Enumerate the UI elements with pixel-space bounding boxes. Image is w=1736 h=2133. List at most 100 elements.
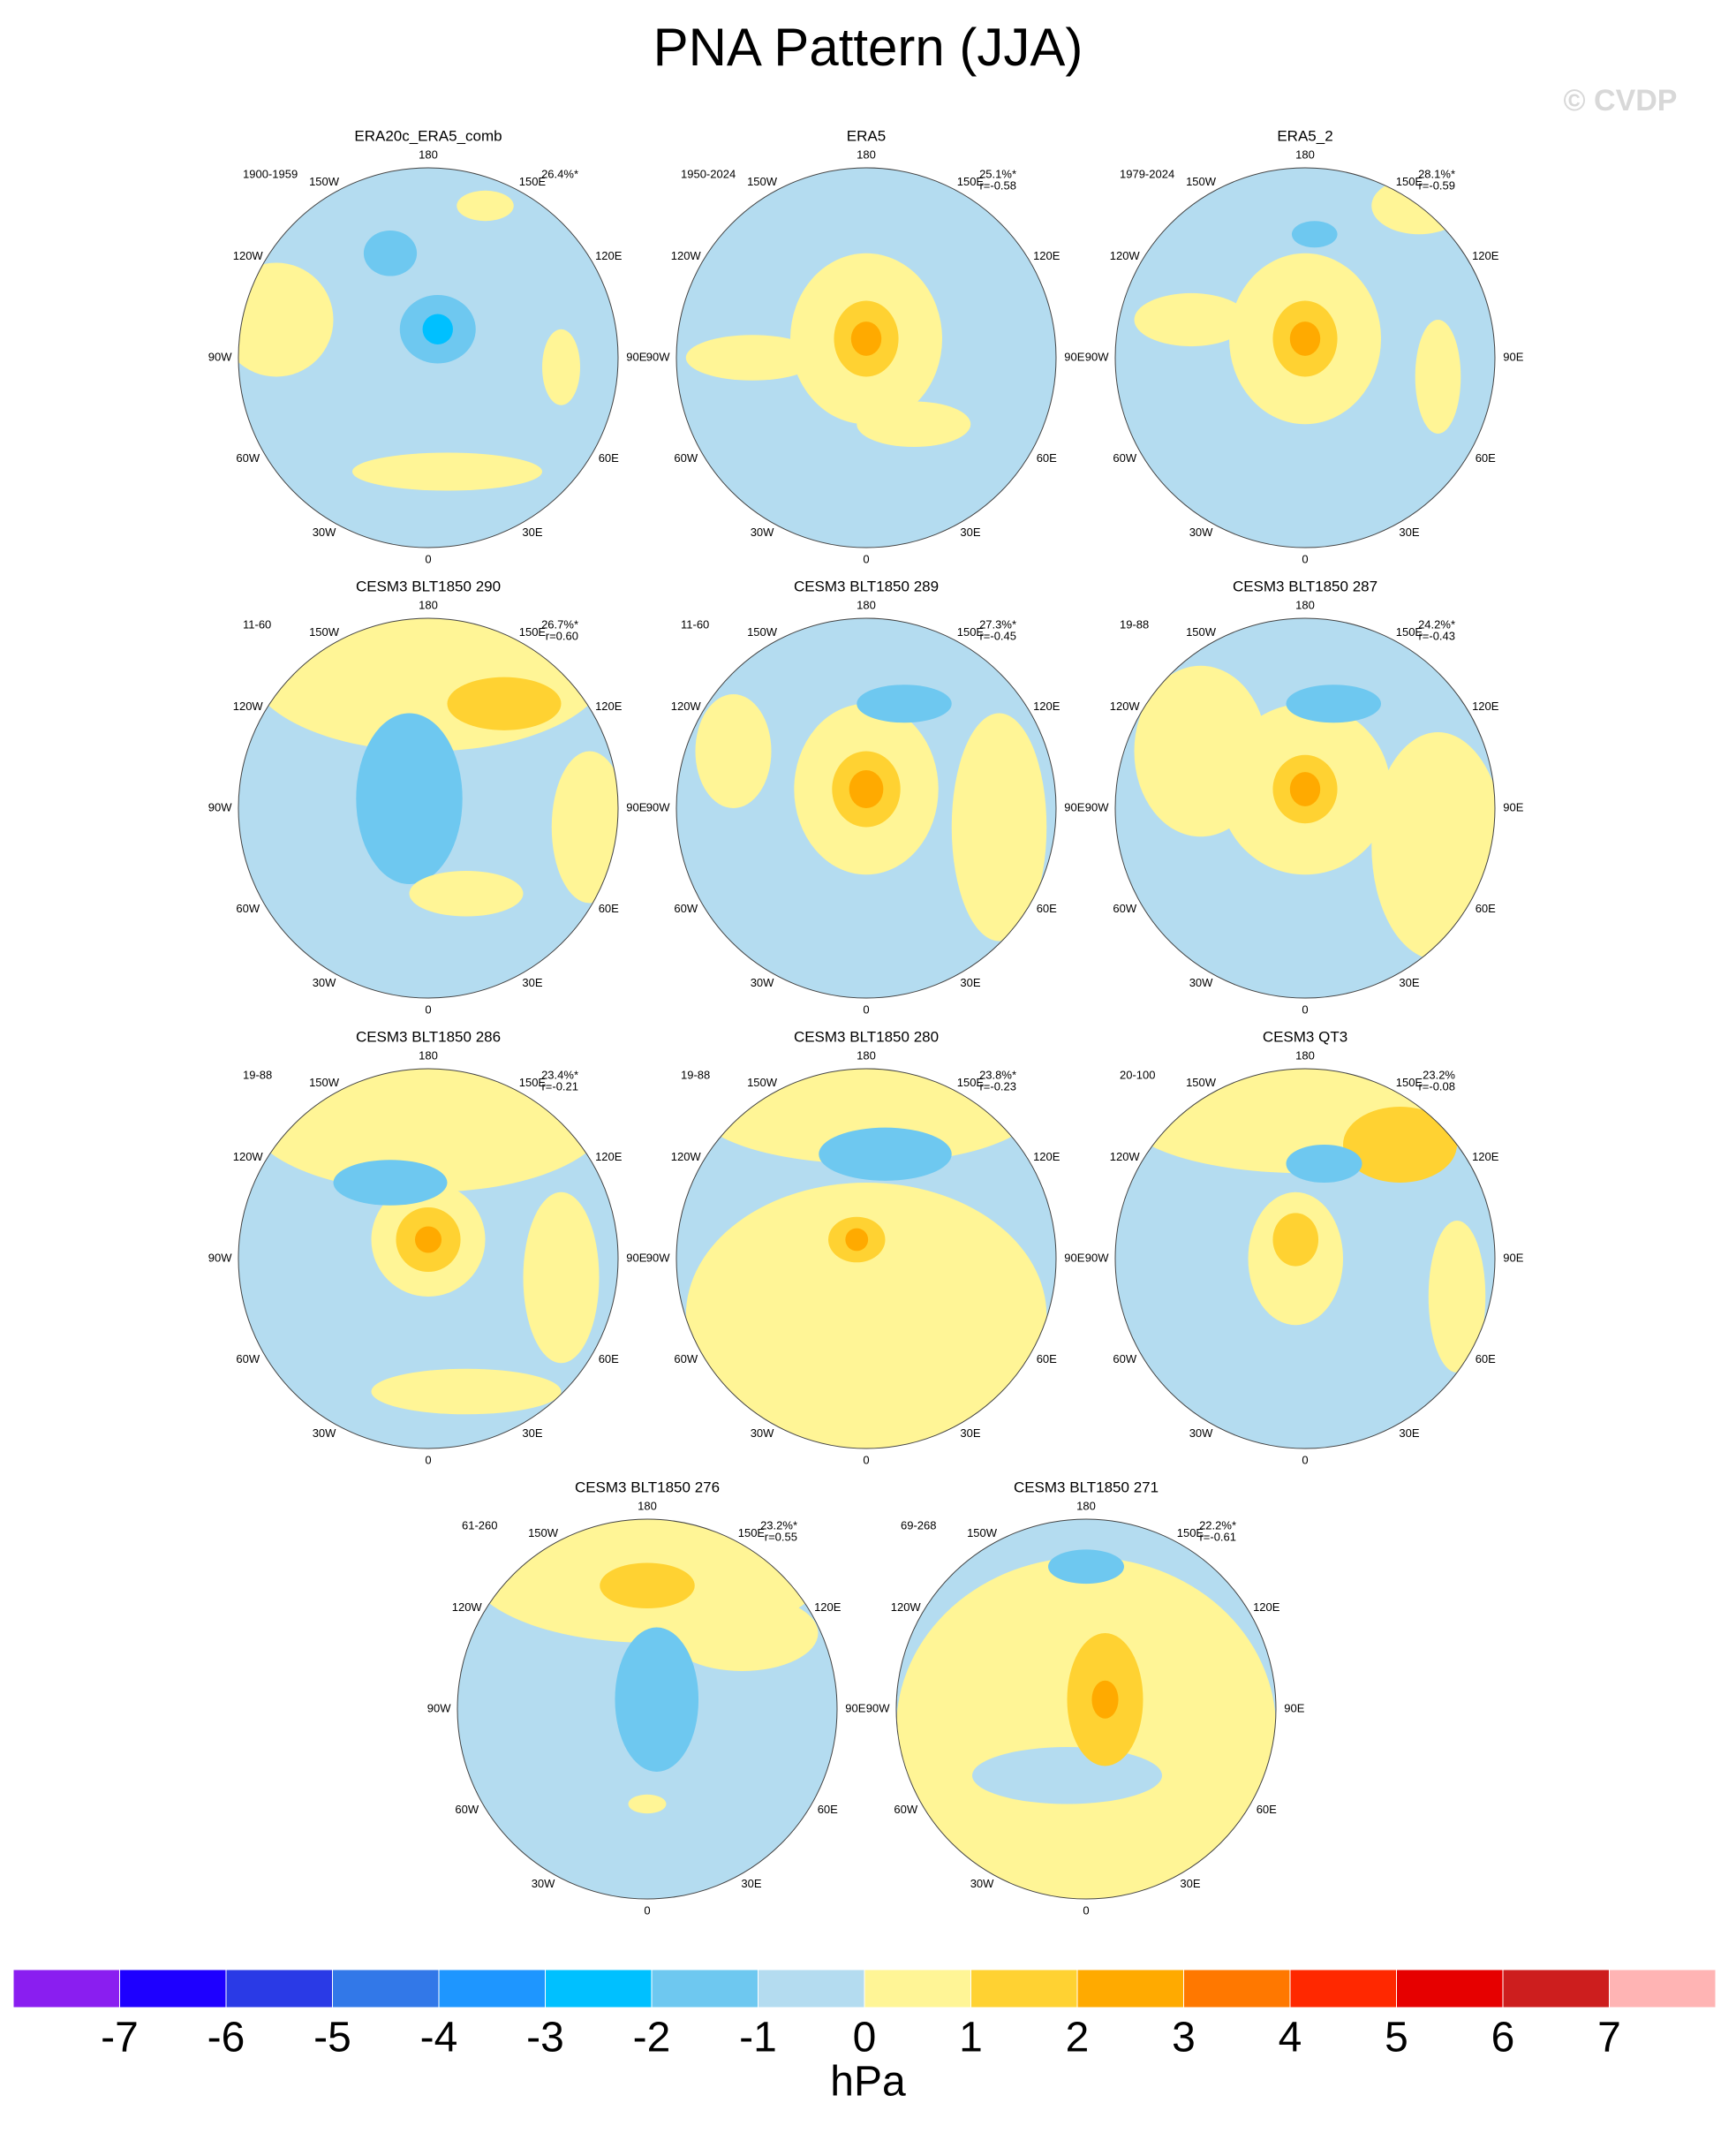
panel-period: 61-260 [462, 1518, 497, 1532]
longitude-label: 120W [233, 700, 264, 713]
longitude-label: 120E [1472, 249, 1499, 262]
panel-variance: 23.2% [1423, 1068, 1455, 1081]
longitude-label: 30W [751, 976, 774, 989]
contour-region [615, 1627, 699, 1772]
longitude-label: 60E [1037, 902, 1057, 915]
longitude-label: 0 [425, 552, 431, 565]
longitude-label: 150E [519, 625, 547, 639]
panel-variance: 24.2%* [1418, 617, 1455, 631]
longitude-label: 0 [1083, 1903, 1089, 1917]
colorbar-tick-label: 5 [1385, 2015, 1408, 2061]
longitude-label: 120W [891, 1600, 922, 1614]
longitude-label: 120W [233, 249, 264, 262]
contour-region [1048, 1549, 1124, 1585]
longitude-label: 150W [1186, 175, 1217, 188]
map-pattern [685, 1069, 1047, 1448]
longitude-label: 90E [845, 1701, 865, 1714]
panel-variance: 26.4%* [541, 167, 578, 180]
colorbar-tick-label: 2 [1066, 2015, 1090, 2061]
longitude-label: 30W [751, 1426, 774, 1440]
colorbar-tick-label: -6 [208, 2015, 245, 2061]
colorbar-box [651, 1969, 759, 2008]
longitude-label: 120E [1253, 1600, 1280, 1614]
colorbar-box [758, 1969, 865, 2008]
longitude-label: 30E [1180, 1877, 1200, 1890]
map-outline [895, 1518, 1277, 1900]
longitude-label: 60E [1476, 902, 1496, 915]
longitude-label: 0 [425, 1002, 431, 1016]
colorbar-box [438, 1969, 546, 2008]
longitude-label: 120E [1472, 700, 1499, 713]
contour-region [819, 1127, 952, 1181]
longitude-label: 60W [236, 1352, 260, 1365]
longitude-label: 150W [747, 1076, 778, 1089]
colorbar-tick-label: -3 [526, 2015, 564, 2061]
contour-region [849, 770, 884, 808]
longitude-label: 90E [1064, 800, 1084, 813]
longitude-label: 30E [522, 976, 542, 989]
longitude-label: 30W [532, 1877, 555, 1890]
longitude-label: 60W [674, 1352, 698, 1365]
longitude-label: 60W [1113, 1352, 1136, 1365]
longitude-label: 60E [1257, 1803, 1277, 1816]
colorbar-box [119, 1969, 227, 2008]
longitude-label: 150W [747, 175, 778, 188]
colorbar-tick-label: -1 [739, 2015, 777, 2061]
longitude-label: 120E [1033, 700, 1060, 713]
colorbar-tick-label: 1 [959, 2015, 983, 2061]
contour-region [238, 262, 334, 377]
contour-region [666, 1595, 819, 1671]
longitude-label: 150W [528, 1526, 559, 1539]
longitude-label: 90W [427, 1701, 451, 1714]
longitude-label: 120W [671, 249, 702, 262]
longitude-label: 30W [1189, 526, 1213, 539]
longitude-label: 150E [1396, 1076, 1423, 1089]
panel-variance: 23.8%* [979, 1068, 1016, 1081]
contour-region [951, 713, 1047, 942]
longitude-label: 150W [967, 1526, 998, 1539]
contour-region [409, 870, 524, 917]
colorbar-box [1076, 1969, 1184, 2008]
contour-region [1286, 685, 1381, 723]
contour-region [1091, 1680, 1119, 1719]
panel-period: 19-88 [1120, 617, 1149, 631]
longitude-label: 30E [522, 1426, 542, 1440]
contour-region [447, 677, 562, 730]
longitude-label: 60E [599, 902, 619, 915]
longitude-label: 150E [957, 625, 985, 639]
contour-region [371, 1368, 562, 1415]
contour-region [457, 190, 514, 222]
longitude-label: 150W [309, 1076, 340, 1089]
contour-region [523, 1191, 600, 1364]
longitude-label: 150W [309, 175, 340, 188]
colorbar-tick-label: 3 [1172, 2015, 1196, 2061]
longitude-label: 30W [313, 526, 336, 539]
colorbar-box [1396, 1969, 1504, 2008]
longitude-label: 90W [1085, 1251, 1109, 1264]
panel-title: CESM3 BLT1850 286 [356, 1028, 501, 1045]
longitude-label: 0 [863, 1002, 869, 1016]
longitude-label: 30E [1399, 526, 1419, 539]
longitude-label: 90E [1284, 1701, 1304, 1714]
longitude-label: 150E [519, 1076, 547, 1089]
map-outline [238, 1068, 619, 1449]
longitude-label: 60W [455, 1803, 479, 1816]
contour-region [628, 1794, 667, 1814]
longitude-label: 150W [309, 625, 340, 639]
colorbar-tick-label: -4 [420, 2015, 458, 2061]
contour-region [857, 401, 971, 448]
longitude-label: 120W [1110, 249, 1141, 262]
longitude-label: 0 [644, 1903, 650, 1917]
longitude-label: 90W [208, 1251, 232, 1264]
colorbar-tick-label: 0 [853, 2015, 877, 2061]
panel-variance: 25.1%* [979, 167, 1016, 180]
longitude-label: 60W [236, 451, 260, 465]
longitude-label: 60E [1476, 451, 1496, 465]
longitude-label: 120W [671, 1150, 702, 1163]
colorbar-box [1502, 1969, 1610, 2008]
panel-correlation: r=-0.45 [979, 629, 1016, 642]
contour-region [1289, 772, 1321, 806]
longitude-label: 30E [960, 976, 980, 989]
longitude-label: 30E [1399, 976, 1419, 989]
colorbar-box [545, 1969, 653, 2008]
